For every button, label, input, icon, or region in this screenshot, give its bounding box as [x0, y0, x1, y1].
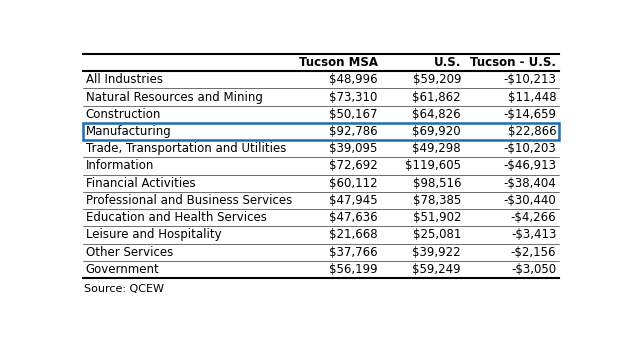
Text: $98,516: $98,516 — [412, 177, 461, 190]
Text: -$14,659: -$14,659 — [504, 108, 556, 121]
Text: $47,636: $47,636 — [329, 211, 378, 224]
Text: $59,249: $59,249 — [412, 263, 461, 276]
Text: Source: QCEW: Source: QCEW — [84, 284, 164, 294]
Text: $56,199: $56,199 — [329, 263, 378, 276]
Text: Government: Government — [85, 263, 160, 276]
Text: $21,668: $21,668 — [329, 228, 378, 241]
Text: -$3,413: -$3,413 — [511, 228, 556, 241]
Text: $64,826: $64,826 — [412, 108, 461, 121]
Text: Leisure and Hospitality: Leisure and Hospitality — [85, 228, 222, 241]
Text: Natural Resources and Mining: Natural Resources and Mining — [85, 91, 263, 104]
Text: Professional and Business Services: Professional and Business Services — [85, 194, 292, 207]
Text: $72,692: $72,692 — [329, 159, 378, 172]
Text: -$2,156: -$2,156 — [511, 246, 556, 259]
Text: $60,112: $60,112 — [329, 177, 378, 190]
Text: Financial Activities: Financial Activities — [85, 177, 195, 190]
Text: $37,766: $37,766 — [329, 246, 378, 259]
Text: $73,310: $73,310 — [329, 91, 378, 104]
Text: U.S.: U.S. — [434, 56, 461, 69]
Text: Manufacturing: Manufacturing — [85, 125, 172, 138]
Text: -$4,266: -$4,266 — [510, 211, 556, 224]
Text: -$46,913: -$46,913 — [504, 159, 556, 172]
Text: $39,095: $39,095 — [329, 142, 378, 155]
Text: $119,605: $119,605 — [405, 159, 461, 172]
Text: Other Services: Other Services — [85, 246, 173, 259]
Text: $11,448: $11,448 — [508, 91, 556, 104]
Text: $51,902: $51,902 — [412, 211, 461, 224]
Text: $25,081: $25,081 — [412, 228, 461, 241]
Text: $61,862: $61,862 — [412, 91, 461, 104]
Text: Construction: Construction — [85, 108, 161, 121]
Text: $39,922: $39,922 — [412, 246, 461, 259]
Text: -$30,440: -$30,440 — [504, 194, 556, 207]
Text: All Industries: All Industries — [85, 73, 163, 86]
Text: Tucson MSA: Tucson MSA — [299, 56, 378, 69]
Text: $59,209: $59,209 — [412, 73, 461, 86]
Text: $47,945: $47,945 — [329, 194, 378, 207]
Text: -$10,213: -$10,213 — [504, 73, 556, 86]
Text: -$10,203: -$10,203 — [504, 142, 556, 155]
Text: -$38,404: -$38,404 — [504, 177, 556, 190]
Text: Trade, Transportation and Utilities: Trade, Transportation and Utilities — [85, 142, 286, 155]
Text: $92,786: $92,786 — [329, 125, 378, 138]
Text: Tucson - U.S.: Tucson - U.S. — [470, 56, 556, 69]
Text: $50,167: $50,167 — [329, 108, 378, 121]
Text: -$3,050: -$3,050 — [511, 263, 556, 276]
Text: Education and Health Services: Education and Health Services — [85, 211, 266, 224]
Text: Information: Information — [85, 159, 154, 172]
Text: $22,866: $22,866 — [508, 125, 556, 138]
Bar — [83, 123, 559, 140]
Text: $78,385: $78,385 — [412, 194, 461, 207]
Text: $49,298: $49,298 — [412, 142, 461, 155]
Text: $69,920: $69,920 — [412, 125, 461, 138]
Text: $48,996: $48,996 — [329, 73, 378, 86]
